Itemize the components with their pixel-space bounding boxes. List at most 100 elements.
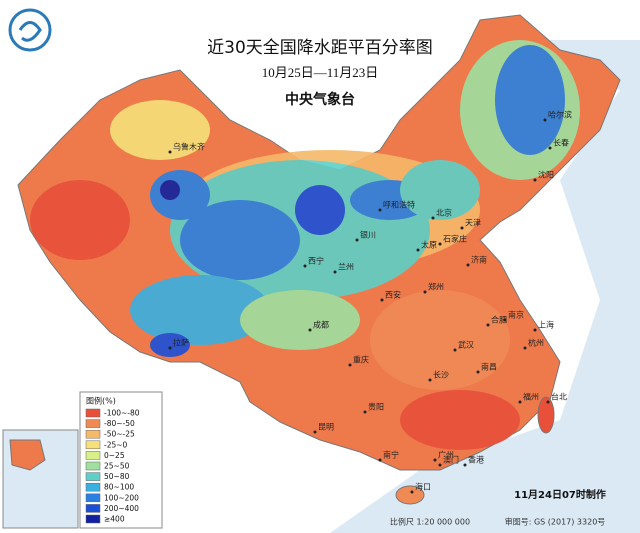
- logo: [8, 8, 52, 52]
- city-label: 澳门: [443, 455, 459, 465]
- scale: 比例尺 1:20 000 000: [390, 517, 470, 527]
- city-label: 杭州: [528, 338, 544, 348]
- city-dot: [348, 363, 352, 367]
- city-dot: [476, 370, 480, 374]
- city-dot: [378, 208, 382, 212]
- city-dot: [486, 323, 490, 327]
- city-label: 郑州: [428, 282, 444, 292]
- city-label: 长春: [553, 138, 569, 148]
- city-dot: [428, 378, 432, 382]
- legend-label: -100~-80: [104, 409, 140, 418]
- legend-label: -50~-25: [104, 430, 135, 439]
- legend-swatch: [85, 493, 101, 503]
- legend-label: -25~0: [104, 440, 128, 449]
- legend-title: 图例(%): [86, 396, 116, 406]
- title: 近30天全国降水距平百分率图: [207, 38, 433, 58]
- city-label: 哈尔滨: [548, 110, 572, 120]
- city-label: 昆明: [318, 423, 334, 432]
- city-dot: [168, 346, 172, 350]
- city-dot: [546, 400, 550, 404]
- city-label: 上海: [538, 320, 554, 330]
- city-label: 贵阳: [368, 402, 384, 412]
- legend-label: 0~25: [104, 451, 125, 460]
- city-label: 西安: [385, 290, 401, 300]
- city-label: 南宁: [383, 450, 399, 460]
- city-dot: [433, 458, 437, 462]
- agency: 中央气象台: [285, 91, 355, 108]
- city-dot: [453, 348, 457, 352]
- legend-swatch: [85, 514, 101, 524]
- city-dot: [303, 264, 307, 268]
- city-dot: [548, 146, 552, 150]
- legend-swatch: [85, 472, 101, 481]
- city-label: 海口: [415, 482, 431, 492]
- city-dot: [355, 238, 359, 242]
- city-dot: [466, 263, 470, 267]
- city-label: 合肥: [491, 315, 507, 325]
- legend-swatch: [85, 451, 101, 460]
- legend-swatch: [85, 504, 101, 513]
- city-dot: [523, 346, 527, 350]
- stamp: 11月24日07时制作: [514, 488, 606, 501]
- city-dot: [308, 328, 312, 332]
- city-dot: [438, 463, 442, 467]
- legend-label: ≥400: [104, 515, 125, 524]
- legend-label: 80~100: [104, 483, 134, 492]
- legend-swatch: [85, 408, 101, 418]
- city-dot: [503, 318, 507, 322]
- city-label: 石家庄: [443, 234, 467, 244]
- city-label: 拉萨: [173, 338, 189, 348]
- city-dot: [416, 248, 420, 252]
- city-dot: [543, 118, 547, 122]
- city-label: 呼和浩特: [383, 200, 415, 210]
- city-labels: 乌鲁木齐拉萨西宁兰州银川呼和浩特北京天津石家庄太原济南郑州西安成都重庆贵阳昆明南…: [168, 110, 572, 494]
- period: 10月25日—11月23日: [262, 65, 379, 80]
- city-dot: [460, 226, 464, 230]
- legend-swatch: [85, 440, 101, 450]
- legend-label: -80~-50: [104, 419, 135, 428]
- city-label: 沈阳: [538, 170, 554, 180]
- city-label: 台北: [551, 392, 567, 402]
- city-label: 香港: [468, 455, 484, 465]
- city-label: 银川: [360, 230, 376, 240]
- legend-swatch: [85, 482, 101, 492]
- city-dot: [438, 242, 442, 246]
- city-label: 南昌: [481, 362, 497, 372]
- city-label: 乌鲁木齐: [173, 142, 205, 152]
- legend-label: 200~400: [104, 504, 139, 513]
- city-label: 福州: [523, 393, 539, 402]
- logo-mark: [18, 21, 42, 42]
- city-label: 济南: [471, 255, 487, 265]
- legend-swatch: [85, 429, 101, 439]
- city-dot: [463, 463, 467, 467]
- city-dot: [533, 178, 537, 182]
- city-label: 北京: [436, 208, 452, 218]
- city-label: 成都: [313, 320, 329, 330]
- city-dot: [410, 490, 414, 494]
- legend-label: 50~80: [104, 472, 130, 481]
- legend: -100~-80-80~-50 -50~-25-25~0 0~25 25~5050~8…: [85, 408, 140, 524]
- city-dot: [168, 150, 172, 154]
- city-dot: [378, 458, 382, 462]
- city-label: 南京: [508, 310, 524, 320]
- city-label: 西宁: [308, 256, 324, 266]
- precip-overlay: [30, 40, 580, 450]
- city-label: 武汉: [458, 340, 474, 350]
- taiwan: [537, 396, 555, 434]
- city-label: 重庆: [353, 355, 369, 365]
- city-dot: [380, 298, 384, 302]
- legend-swatch: [85, 419, 101, 428]
- legend-label: 100~200: [104, 493, 139, 502]
- legend-label: 25~50: [104, 462, 130, 471]
- inset-land: [9, 439, 46, 471]
- city-dot: [518, 400, 522, 404]
- city-dot: [423, 290, 427, 294]
- legend-swatch: [85, 461, 101, 471]
- city-label: 长沙: [433, 370, 449, 380]
- city-label: 广州: [438, 450, 454, 460]
- city-dot: [313, 430, 317, 434]
- city-label: 兰州: [338, 262, 354, 272]
- city-dot: [533, 328, 537, 332]
- city-label: 太原: [421, 240, 437, 250]
